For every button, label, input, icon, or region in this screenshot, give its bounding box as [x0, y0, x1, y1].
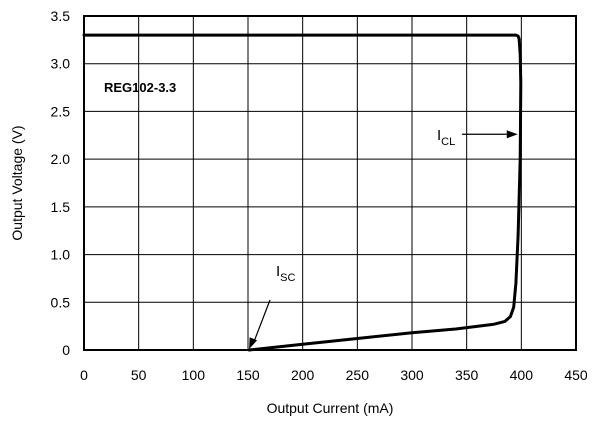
plot-frame	[83, 15, 577, 351]
icl-annotation: ICL	[437, 127, 518, 148]
y-tick-label: 2.0	[51, 151, 71, 167]
x-axis-label: Output Current (mA)	[267, 400, 394, 416]
x-tick-label: 350	[455, 367, 479, 383]
isc-main: I	[276, 263, 280, 280]
y-tick-label: 1.0	[51, 247, 71, 263]
y-tick-label: 0	[62, 342, 70, 358]
series-line	[82, 33, 523, 352]
x-tick-label: 450	[564, 367, 588, 383]
y-axis-label: Output Voltage (V)	[9, 125, 25, 240]
isc-label: ISC	[276, 263, 296, 284]
x-tick-label: 100	[182, 367, 206, 383]
y-tick-label: 3.0	[51, 56, 71, 72]
x-tick-labels: 0 50 100 150 200 250 300 350 400 450	[80, 367, 588, 383]
device-label: REG102-3.3	[104, 80, 176, 95]
x-tick-label: 200	[291, 367, 315, 383]
y-tick-label: 1.5	[51, 199, 71, 215]
x-tick-label: 400	[510, 367, 534, 383]
isc-arrow	[252, 299, 271, 345]
y-tick-labels: 0 0.5 1.0 1.5 2.0 2.5 3.0 3.5	[51, 8, 71, 358]
icl-main: I	[437, 127, 441, 144]
x-tick-label: 50	[131, 367, 147, 383]
grid-lines	[84, 16, 576, 350]
icl-arrowhead	[506, 130, 518, 139]
series-layer	[82, 33, 523, 352]
isc-annotation: ISC	[249, 263, 296, 349]
isc-arrowhead	[249, 337, 258, 349]
icl-subscript: CL	[441, 136, 455, 148]
x-tick-label: 250	[346, 367, 370, 383]
y-tick-label: 0.5	[51, 294, 71, 310]
isc-subscript: SC	[280, 272, 295, 284]
y-tick-label: 3.5	[51, 8, 71, 24]
x-tick-label: 0	[80, 367, 88, 383]
y-tick-label: 2.5	[51, 103, 71, 119]
x-tick-label: 300	[400, 367, 424, 383]
icl-label: ICL	[437, 127, 455, 148]
x-tick-label: 150	[236, 367, 260, 383]
